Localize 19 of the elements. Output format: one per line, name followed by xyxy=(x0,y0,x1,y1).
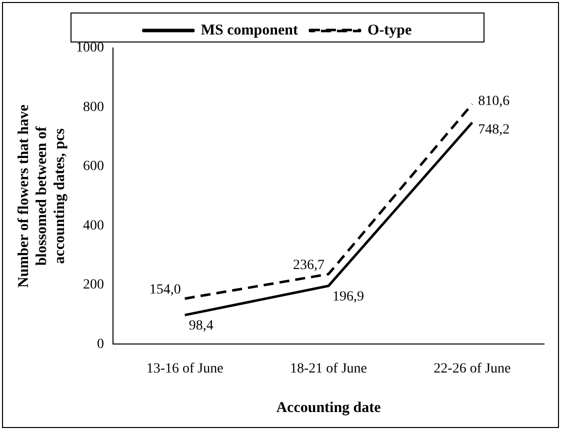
data-label: 810,6 xyxy=(478,94,510,109)
data-label: 98,4 xyxy=(188,318,214,334)
x-tick-label: 13-16 of June xyxy=(146,361,224,376)
y-tick-label: 200 xyxy=(83,278,104,293)
y-axis-title: Number of flowers that have blossomed between of accounting dates, pcs xyxy=(16,104,68,288)
data-label: 236,7 xyxy=(293,258,324,273)
x-tick-label: 22-26 of June xyxy=(434,361,511,376)
legend-label: MS component xyxy=(200,22,298,38)
x-tick-label: 18-21 of June xyxy=(290,361,367,376)
y-tick-label: 800 xyxy=(83,100,104,115)
y-tick-label: 1000 xyxy=(76,40,104,56)
data-label: 154,0 xyxy=(149,282,181,298)
y-tick-label: 400 xyxy=(83,218,104,234)
legend-label: O-type xyxy=(367,22,412,38)
y-tick-label: 600 xyxy=(83,159,104,174)
data-label: 748,2 xyxy=(478,122,510,138)
y-tick-label: 0 xyxy=(97,336,104,352)
data-label: 196,9 xyxy=(332,290,364,305)
x-axis-title: Accounting date xyxy=(276,400,382,416)
